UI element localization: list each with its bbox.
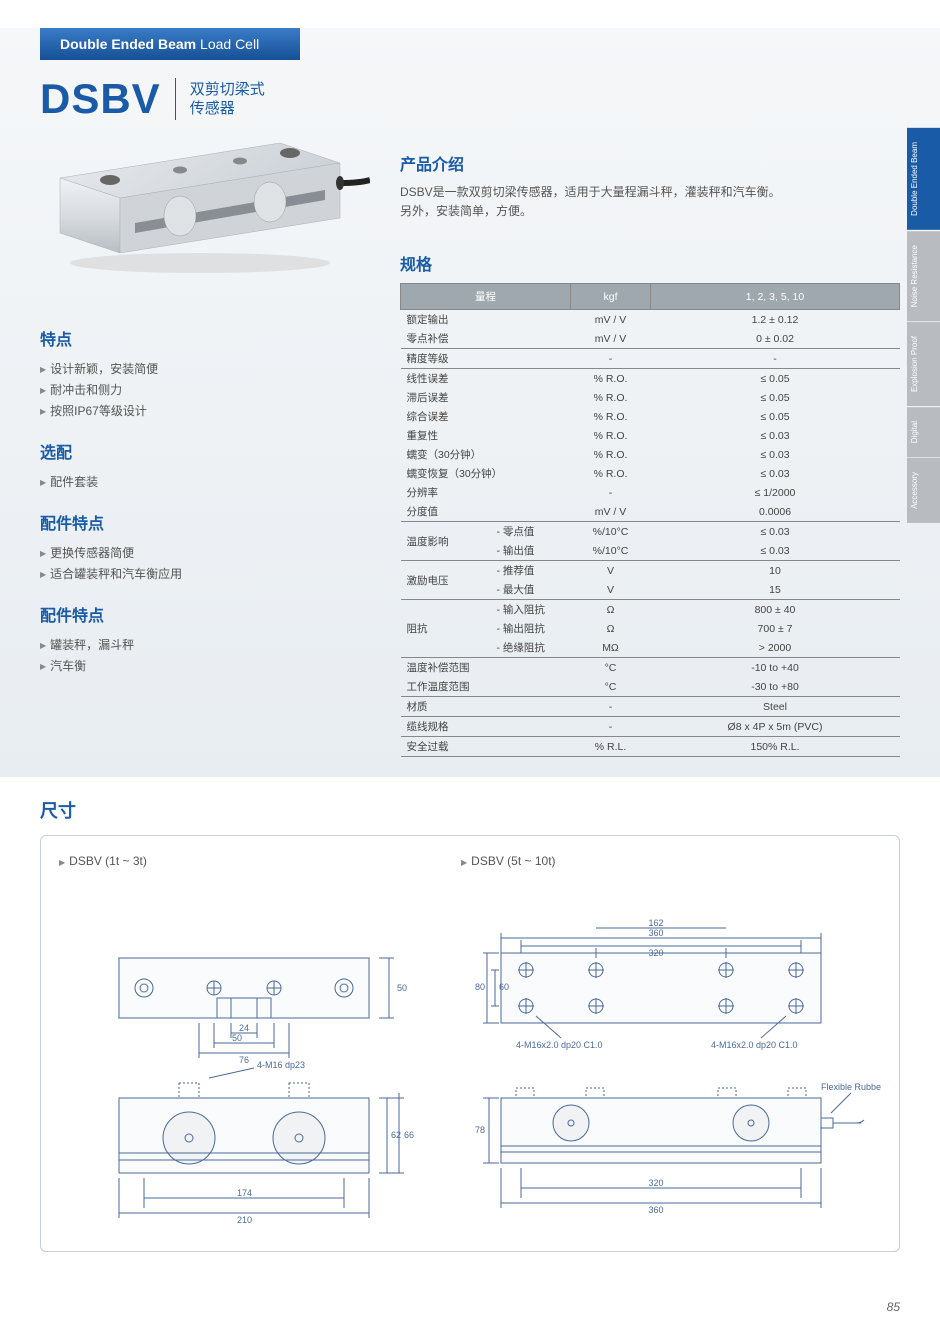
table-row: 重复性% R.O.≤ 0.03 — [401, 426, 900, 445]
side-tab[interactable]: Digital — [907, 407, 940, 457]
dimensions-section: 尺寸 DSBV (1t ~ 3t) 50 24 50 76 4-M16 dp23… — [0, 777, 940, 1292]
category-header: Double Ended Beam Load Cell — [40, 28, 300, 60]
content-row: 特点 设计新颖，安装简便耐冲击和侧力按照IP67等级设计 选配 配件套装 配件特… — [0, 133, 940, 757]
table-row: 零点补偿mV / V0 ± 0.02 — [401, 329, 900, 349]
svg-text:50: 50 — [397, 983, 407, 993]
features-list: 设计新颖，安装简便耐冲击和侧力按照IP67等级设计 — [40, 358, 400, 421]
title-row: DSBV 双剪切梁式 传感器 — [0, 60, 940, 133]
list-item: 更换传感器简便 — [40, 542, 400, 563]
side-tab[interactable]: Accessory — [907, 458, 940, 523]
dim-heading: 尺寸 — [40, 797, 900, 823]
table-row: 蠕变恢复（30分钟）% R.O.≤ 0.03 — [401, 464, 900, 483]
list-item: 按照IP67等级设计 — [40, 400, 400, 421]
table-row: 蠕变（30分钟）% R.O.≤ 0.03 — [401, 445, 900, 464]
product-name-cn: 双剪切梁式 传感器 — [190, 80, 265, 119]
svg-text:174: 174 — [237, 1188, 252, 1198]
options-list: 配件套装 — [40, 471, 400, 492]
side-tab[interactable]: Double Ended Beam — [907, 128, 940, 230]
intro-heading: 产品介绍 — [400, 151, 900, 175]
svg-text:50: 50 — [232, 1033, 242, 1043]
acc-feat2-list: 罐装秤，漏斗秤汽车衡 — [40, 634, 400, 676]
side-tab[interactable]: Noise Resistance — [907, 231, 940, 321]
spec-th-values: 1, 2, 3, 5, 10 — [651, 284, 900, 310]
dim-col-left: DSBV (1t ~ 3t) 50 24 50 76 4-M16 dp23 62… — [59, 854, 441, 1233]
options-heading: 选配 — [40, 439, 400, 463]
acc-feat2-heading: 配件特点 — [40, 602, 400, 626]
table-row: 额定输出mV / V1.2 ± 0.12 — [401, 310, 900, 330]
intro-text: DSBV是一款双剪切梁传感器，适用于大量程漏斗秤，灌装秤和汽车衡。 另外，安装简… — [400, 183, 900, 221]
spec-th-range: 量程 — [401, 284, 571, 310]
dim-label-right: DSBV (5t ~ 10t) — [461, 854, 881, 868]
side-tabs: Double Ended BeamNoise ResistanceExplosi… — [907, 128, 940, 524]
spec-heading: 规格 — [400, 251, 900, 275]
svg-text:4-M16 dp23: 4-M16 dp23 — [257, 1060, 305, 1070]
list-item: 设计新颖，安装简便 — [40, 358, 400, 379]
table-row: 安全过载% R.L.150% R.L. — [401, 737, 900, 757]
svg-text:Flexible Rubber: Flexible Rubber — [821, 1082, 881, 1092]
list-item: 耐冲击和侧力 — [40, 379, 400, 400]
table-row: 温度影响- 零点值%/10°C≤ 0.03 — [401, 522, 900, 542]
right-column: 产品介绍 DSBV是一款双剪切梁传感器，适用于大量程漏斗秤，灌装秤和汽车衡。 另… — [400, 133, 900, 757]
svg-text:4-M16x2.0 dp20 C1.0: 4-M16x2.0 dp20 C1.0 — [711, 1040, 798, 1050]
left-column: 特点 设计新颖，安装简便耐冲击和侧力按照IP67等级设计 选配 配件套装 配件特… — [40, 133, 400, 757]
top-section: Double Ended BeamNoise ResistanceExplosi… — [0, 28, 940, 777]
svg-text:320: 320 — [648, 1178, 663, 1188]
table-row: 线性误差% R.O.≤ 0.05 — [401, 369, 900, 389]
svg-text:66: 66 — [404, 1130, 414, 1140]
header-light: Load Cell — [200, 36, 259, 52]
svg-text:62: 62 — [391, 1130, 401, 1140]
svg-text:210: 210 — [237, 1215, 252, 1225]
table-row: 滞后误差% R.O.≤ 0.05 — [401, 388, 900, 407]
svg-text:76: 76 — [239, 1055, 249, 1065]
spec-th-unit: kgf — [571, 284, 651, 310]
table-row: 分度值mV / V0.0006 — [401, 502, 900, 522]
dim-label-left: DSBV (1t ~ 3t) — [59, 854, 441, 868]
svg-text:320: 320 — [648, 948, 663, 958]
table-row: 综合误差% R.O.≤ 0.05 — [401, 407, 900, 426]
list-item: 汽车衡 — [40, 655, 400, 676]
svg-text:24: 24 — [239, 1023, 249, 1033]
table-row: 材质-Steel — [401, 697, 900, 717]
product-code: DSBV — [40, 75, 161, 123]
table-row: 分辨率-≤ 1/2000 — [401, 483, 900, 502]
svg-text:360: 360 — [648, 1205, 663, 1215]
spec-table: 量程 kgf 1, 2, 3, 5, 10 额定输出mV / V1.2 ± 0.… — [400, 283, 900, 757]
page-number: 85 — [0, 1292, 940, 1334]
title-divider — [175, 78, 176, 120]
header-bold: Double Ended Beam — [60, 36, 196, 52]
table-row: 缆线规格-Ø8 x 4P x 5m (PVC) — [401, 717, 900, 737]
product-image — [40, 138, 370, 278]
dim-drawing-left: 50 24 50 76 4-M16 dp23 62 66 174 210 — [59, 898, 439, 1228]
features-heading: 特点 — [40, 326, 400, 350]
table-row: 工作温度范围°C-30 to +80 — [401, 677, 900, 697]
dim-drawing-right: 360 320 162 80 60 4-M16x2.0 dp20 C1.0 4-… — [461, 898, 881, 1228]
svg-text:4-M16x2.0 dp20 C1.0: 4-M16x2.0 dp20 C1.0 — [516, 1040, 603, 1050]
table-row: 温度补偿范围°C-10 to +40 — [401, 658, 900, 678]
svg-text:80: 80 — [475, 982, 485, 992]
table-row: 激励电压- 推荐值V10 — [401, 561, 900, 581]
svg-text:78: 78 — [475, 1125, 485, 1135]
list-item: 配件套装 — [40, 471, 400, 492]
acc-feat-list: 更换传感器简便适合罐装秤和汽车衡应用 — [40, 542, 400, 584]
list-item: 适合罐装秤和汽车衡应用 — [40, 563, 400, 584]
svg-text:360: 360 — [648, 928, 663, 938]
acc-feat-heading: 配件特点 — [40, 510, 400, 534]
list-item: 罐装秤，漏斗秤 — [40, 634, 400, 655]
svg-text:162: 162 — [648, 918, 663, 928]
dim-col-right: DSBV (5t ~ 10t) 360 320 162 80 60 4-M16x… — [461, 854, 881, 1233]
table-row: 精度等级-- — [401, 349, 900, 369]
svg-text:60: 60 — [499, 982, 509, 992]
dim-box: DSBV (1t ~ 3t) 50 24 50 76 4-M16 dp23 62… — [40, 835, 900, 1252]
table-row: 阻抗- 输入阻抗Ω800 ± 40 — [401, 600, 900, 620]
side-tab[interactable]: Explosion Proof — [907, 322, 940, 406]
